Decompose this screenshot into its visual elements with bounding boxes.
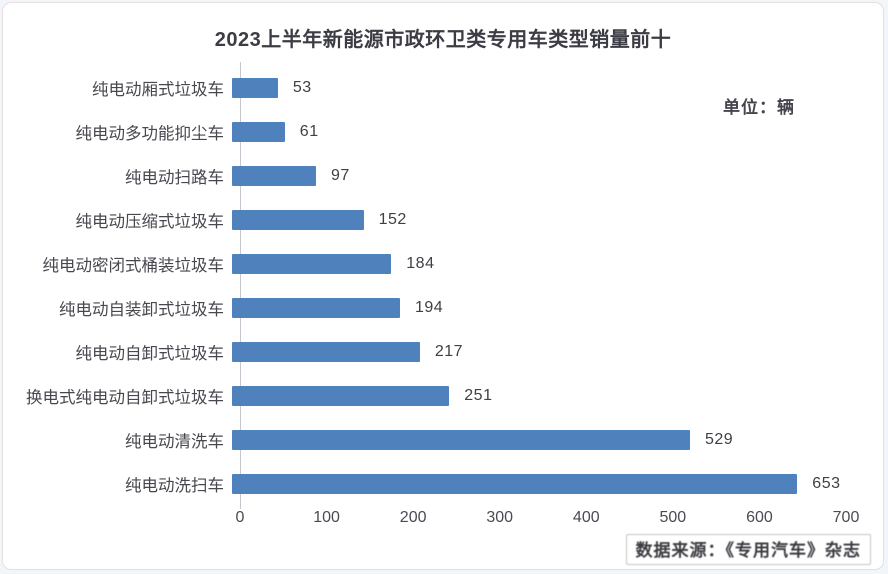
value-label: 217 (434, 343, 464, 360)
bar-track: 217 (232, 330, 885, 374)
x-axis: 0 100 200 300 400 500 600 700 (236, 509, 860, 533)
bar (232, 78, 278, 98)
bar (232, 386, 450, 406)
bar-row: 纯电动厢式垃圾车 53 (3, 66, 885, 110)
value-label: 97 (330, 167, 350, 184)
bar-row: 纯电动清洗车 529 (3, 418, 885, 462)
bar-track: 152 (232, 198, 885, 242)
x-tick-label: 700 (832, 509, 860, 526)
x-tick-label: 200 (399, 509, 427, 526)
value-label: 194 (414, 299, 444, 316)
value-label: 251 (464, 387, 493, 404)
x-tick-label: 600 (746, 509, 773, 526)
bar-track: 251 (232, 374, 885, 418)
bar (232, 342, 420, 362)
x-tick-label: 300 (486, 509, 514, 526)
bar-track: 61 (232, 110, 885, 154)
category-label: 纯电动多功能抑尘车 (75, 125, 225, 143)
category-label: 纯电动密闭式桶装垃圾车 (42, 257, 225, 275)
y-axis-line (240, 62, 241, 509)
bar-track: 184 (232, 242, 885, 286)
x-tick-label: 0 (235, 509, 245, 526)
bar-row: 纯电动洗扫车 653 (3, 462, 885, 506)
bar-row: 纯电动自装卸式垃圾车 194 (3, 286, 885, 330)
bar-row: 换电式纯电动自卸式垃圾车 251 (3, 374, 885, 418)
x-tick-label: 400 (572, 509, 600, 526)
value-label: 529 (704, 431, 734, 448)
value-label: 653 (812, 475, 841, 492)
category-label: 纯电动厢式垃圾车 (92, 81, 224, 99)
value-label: 184 (406, 255, 435, 272)
bar-track: 529 (232, 418, 885, 462)
bar-row: 纯电动自卸式垃圾车 217 (3, 330, 885, 374)
bar-row: 纯电动扫路车 97 (3, 154, 885, 198)
bar-track: 653 (232, 462, 885, 506)
category-label: 纯电动清洗车 (125, 433, 224, 451)
category-label: 纯电动扫路车 (125, 169, 224, 187)
bar-rows: 纯电动厢式垃圾车 53 纯电动多功能抑尘车 61 纯电动扫路车 97 纯电动压缩式垃圾车 15… (3, 66, 885, 506)
data-source-label: 数据来源：《专用汽车》杂志 (625, 534, 871, 565)
bar-track: 97 (232, 154, 885, 198)
bar-row: 纯电动多功能抑尘车 61 (3, 110, 885, 154)
value-label: 152 (378, 211, 407, 228)
bar-track: 194 (232, 286, 885, 330)
bar-row: 纯电动密闭式桶装垃圾车 184 (3, 242, 885, 286)
chart-title: 2023上半年新能源市政环卫类专用车类型销量前十 (214, 29, 672, 51)
category-label: 纯电动自卸式垃圾车 (75, 345, 225, 363)
value-label: 53 (292, 79, 312, 96)
bar (232, 210, 364, 230)
bar (232, 254, 392, 274)
x-tick-label: 100 (313, 509, 340, 526)
category-label: 纯电动自装卸式垃圾车 (59, 301, 224, 319)
bar (232, 474, 798, 494)
bar (232, 430, 690, 450)
category-label: 纯电动洗扫车 (125, 477, 224, 495)
bar-track: 53 (232, 66, 885, 110)
unit-label: 单位：辆 (723, 98, 795, 117)
category-label: 换电式纯电动自卸式垃圾车 (26, 389, 224, 407)
bar (232, 298, 400, 318)
bar-chart: 纯电动厢式垃圾车 53 纯电动多功能抑尘车 61 纯电动扫路车 97 纯电动压缩式垃圾车 15… (3, 62, 885, 509)
bar (232, 166, 316, 186)
category-label: 纯电动压缩式垃圾车 (75, 213, 225, 231)
bar (232, 122, 285, 142)
x-tick-label: 500 (659, 509, 687, 526)
bar-row: 纯电动压缩式垃圾车 152 (3, 198, 885, 242)
value-label: 61 (299, 123, 319, 140)
